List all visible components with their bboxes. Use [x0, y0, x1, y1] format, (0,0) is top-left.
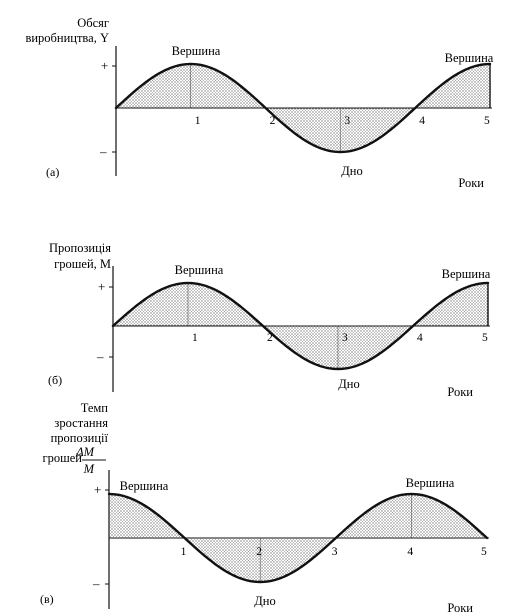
annotation-label: Вершина: [445, 51, 494, 65]
y-axis-label-fraction-numerator: ΔM: [75, 445, 94, 459]
x-tick-label: 1: [195, 115, 201, 127]
y-axis-label: грошей, M: [54, 257, 111, 271]
panel-label: (б): [48, 373, 62, 387]
annotation-label: Дно: [254, 594, 275, 608]
annotation-label: Вершина: [172, 44, 221, 58]
y-tick-label-plus: +: [98, 279, 105, 294]
annotation-label: Дно: [341, 164, 362, 178]
x-tick-label: 2: [267, 332, 273, 344]
x-tick-label: 5: [482, 332, 488, 344]
x-axis-label: Роки: [458, 176, 484, 190]
y-axis-label: Обсяг: [77, 16, 109, 30]
x-tick-label: 5: [484, 115, 490, 127]
x-axis-label: Роки: [447, 601, 473, 615]
y-tick-label-minus: –: [99, 144, 107, 159]
y-axis-label: Пропозиція: [49, 241, 111, 255]
x-tick-label: 5: [481, 546, 487, 558]
x-tick-label: 2: [270, 115, 276, 127]
y-axis-label: зростання: [54, 416, 108, 430]
y-tick-label-plus: +: [101, 58, 108, 73]
panel-label: (в): [40, 592, 54, 606]
y-axis-label: грошей: [43, 451, 83, 465]
x-tick-label: 1: [181, 546, 187, 558]
x-tick-label: 4: [407, 546, 413, 558]
x-tick-label: 3: [332, 546, 338, 558]
y-axis-label-fraction-denominator: M: [83, 462, 95, 476]
series-curve: [107, 492, 489, 584]
x-axis-label: Роки: [447, 385, 473, 399]
annotation-label: Вершина: [406, 476, 455, 490]
y-axis-label: Темп: [81, 401, 109, 415]
chart-panel-3: + – 1 2 3 4 5 Вершина Дно Вершина Темпзростанняпро…: [40, 401, 489, 615]
x-tick-label: 3: [342, 332, 348, 344]
y-tick-label-plus: +: [94, 482, 101, 497]
panel-label: (а): [46, 165, 59, 179]
annotation-label: Вершина: [442, 267, 491, 281]
x-tick-label: 4: [419, 115, 425, 127]
y-tick-label-minus: –: [92, 576, 100, 591]
annotation-label: Дно: [338, 377, 359, 391]
y-tick-label-minus: –: [96, 349, 104, 364]
annotation-label: Вершина: [120, 479, 169, 493]
series-curve: [111, 281, 490, 371]
x-tick-label: 2: [256, 546, 262, 558]
chart-panel-2: + – 1 2 3 4 5 Вершина Дно Вершина Пропозиція грошей…: [48, 241, 491, 399]
x-tick-label: 4: [417, 332, 423, 344]
x-tick-label: 3: [344, 115, 350, 127]
y-axis-label: пропозиції: [51, 431, 109, 445]
series-curve: [114, 62, 492, 154]
chart-panel-1: + – 1 2 3 4 5 Вершина Дно Вершина Обсягвиробництва…: [25, 16, 493, 190]
annotation-label: Вершина: [175, 263, 224, 277]
y-axis-label: виробництва, Y: [25, 31, 109, 45]
x-tick-label: 1: [192, 332, 198, 344]
